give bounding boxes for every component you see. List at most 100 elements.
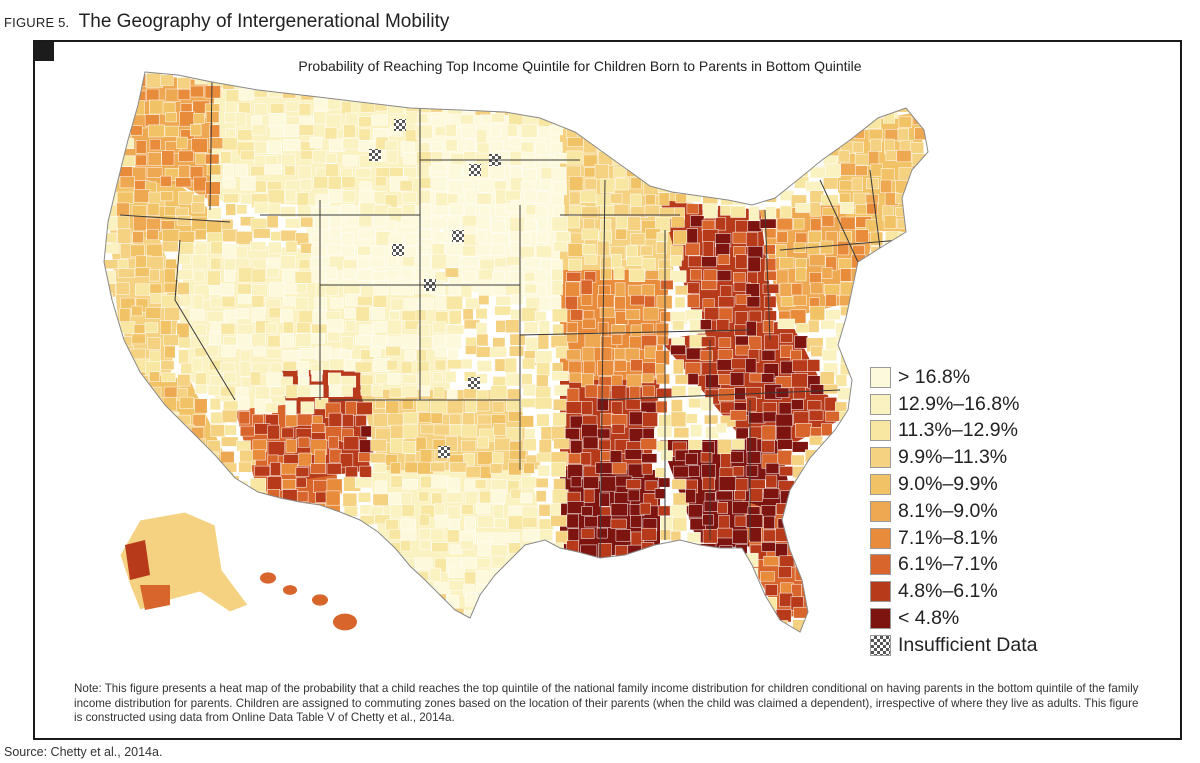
commuting-zone: [506, 124, 518, 137]
commuting-zone: [896, 246, 913, 261]
commuting-zone: [385, 400, 400, 416]
commuting-zone: [118, 371, 136, 382]
commuting-zone: [582, 436, 599, 450]
commuting-zone: [490, 385, 508, 399]
commuting-zone: [446, 76, 463, 92]
commuting-zone: [311, 149, 328, 164]
commuting-zone: [221, 295, 236, 308]
commuting-zone: [810, 582, 822, 595]
commuting-zone: [566, 150, 583, 165]
commuting-zone: [104, 558, 117, 570]
commuting-zone: [280, 528, 297, 541]
commuting-zone: [135, 283, 151, 296]
commuting-zone: [160, 320, 172, 335]
commuting-zone: [853, 374, 866, 385]
commuting-zone: [521, 74, 535, 85]
commuting-zone: [355, 306, 370, 322]
commuting-zone: [268, 202, 281, 216]
commuting-zone: [610, 503, 628, 517]
commuting-zone: [193, 113, 205, 124]
commuting-zone: [805, 77, 816, 91]
commuting-zone: [220, 532, 234, 548]
commuting-zone: [239, 75, 255, 87]
commuting-zone: [357, 269, 375, 281]
commuting-zone: [267, 554, 284, 566]
commuting-zone: [460, 622, 472, 632]
commuting-zone: [402, 479, 418, 490]
commuting-zone: [478, 269, 494, 281]
commuting-zone: [300, 216, 314, 228]
commuting-zone: [266, 215, 279, 229]
commuting-zone: [639, 152, 657, 163]
commuting-zone: [298, 452, 312, 467]
commuting-zone: [251, 124, 267, 136]
commuting-zone: [210, 424, 227, 437]
commuting-zone: [611, 254, 622, 269]
legend-label: 7.1%–8.1%: [898, 527, 998, 550]
commuting-zone: [746, 166, 758, 178]
commuting-zone: [525, 557, 541, 570]
commuting-zone: [329, 88, 342, 99]
commuting-zone: [791, 454, 805, 466]
legend-item: Insufficient Data: [870, 632, 1037, 659]
commuting-zone: [416, 113, 429, 124]
commuting-zone: [671, 478, 687, 490]
commuting-zone: [104, 87, 120, 99]
commuting-zone: [670, 344, 686, 356]
commuting-zone: [104, 609, 112, 624]
commuting-zone: [702, 241, 715, 257]
commuting-zone: [328, 372, 342, 386]
commuting-zone: [495, 295, 513, 306]
commuting-zone: [671, 385, 687, 397]
commuting-zone: [821, 423, 833, 436]
commuting-zone: [191, 216, 208, 232]
commuting-zone: [522, 383, 537, 397]
commuting-zone: [655, 400, 668, 414]
legend-swatch: [870, 608, 891, 630]
commuting-zone: [343, 124, 356, 138]
commuting-zone: [492, 401, 505, 413]
commuting-zone: [163, 425, 181, 441]
commuting-zone: [537, 465, 550, 477]
commuting-zone: [599, 306, 615, 318]
commuting-zone: [795, 423, 812, 438]
commuting-zone: [279, 308, 293, 323]
commuting-zone: [194, 398, 208, 414]
commuting-zone: [145, 414, 163, 426]
commuting-zone: [896, 149, 912, 163]
commuting-zone: [401, 216, 415, 227]
commuting-zone: [704, 414, 719, 425]
commuting-zone: [491, 555, 507, 567]
commuting-zone: [476, 502, 491, 514]
commuting-zone: [779, 155, 797, 167]
commuting-zone: [702, 514, 714, 526]
commuting-zone: [896, 336, 911, 348]
commuting-zone: [340, 384, 353, 397]
commuting-zone: [385, 621, 398, 632]
commuting-zone: [585, 85, 602, 97]
commuting-zone: [748, 426, 763, 439]
figure-number: FIGURE 5.: [4, 15, 69, 30]
commuting-zone: [656, 373, 670, 385]
commuting-zone: [744, 100, 756, 112]
commuting-zone: [281, 571, 299, 586]
commuting-zone: [178, 164, 190, 179]
commuting-zone: [761, 542, 776, 552]
commuting-zone: [581, 506, 593, 516]
commuting-zone: [729, 113, 743, 124]
commuting-zone: [491, 618, 510, 630]
legend-swatch: [870, 527, 891, 549]
commuting-zone: [505, 256, 521, 266]
commuting-zone: [626, 167, 641, 177]
commuting-zone: [534, 397, 553, 410]
commuting-zone: [432, 386, 445, 399]
commuting-zone: [535, 477, 549, 488]
commuting-zone: [610, 621, 626, 632]
commuting-zone: [793, 488, 806, 500]
commuting-zone: [404, 232, 420, 246]
commuting-zone: [552, 89, 567, 102]
commuting-zone: [462, 180, 474, 191]
commuting-zone: [339, 453, 354, 468]
commuting-zone: [476, 557, 491, 569]
commuting-zone: [255, 180, 267, 193]
